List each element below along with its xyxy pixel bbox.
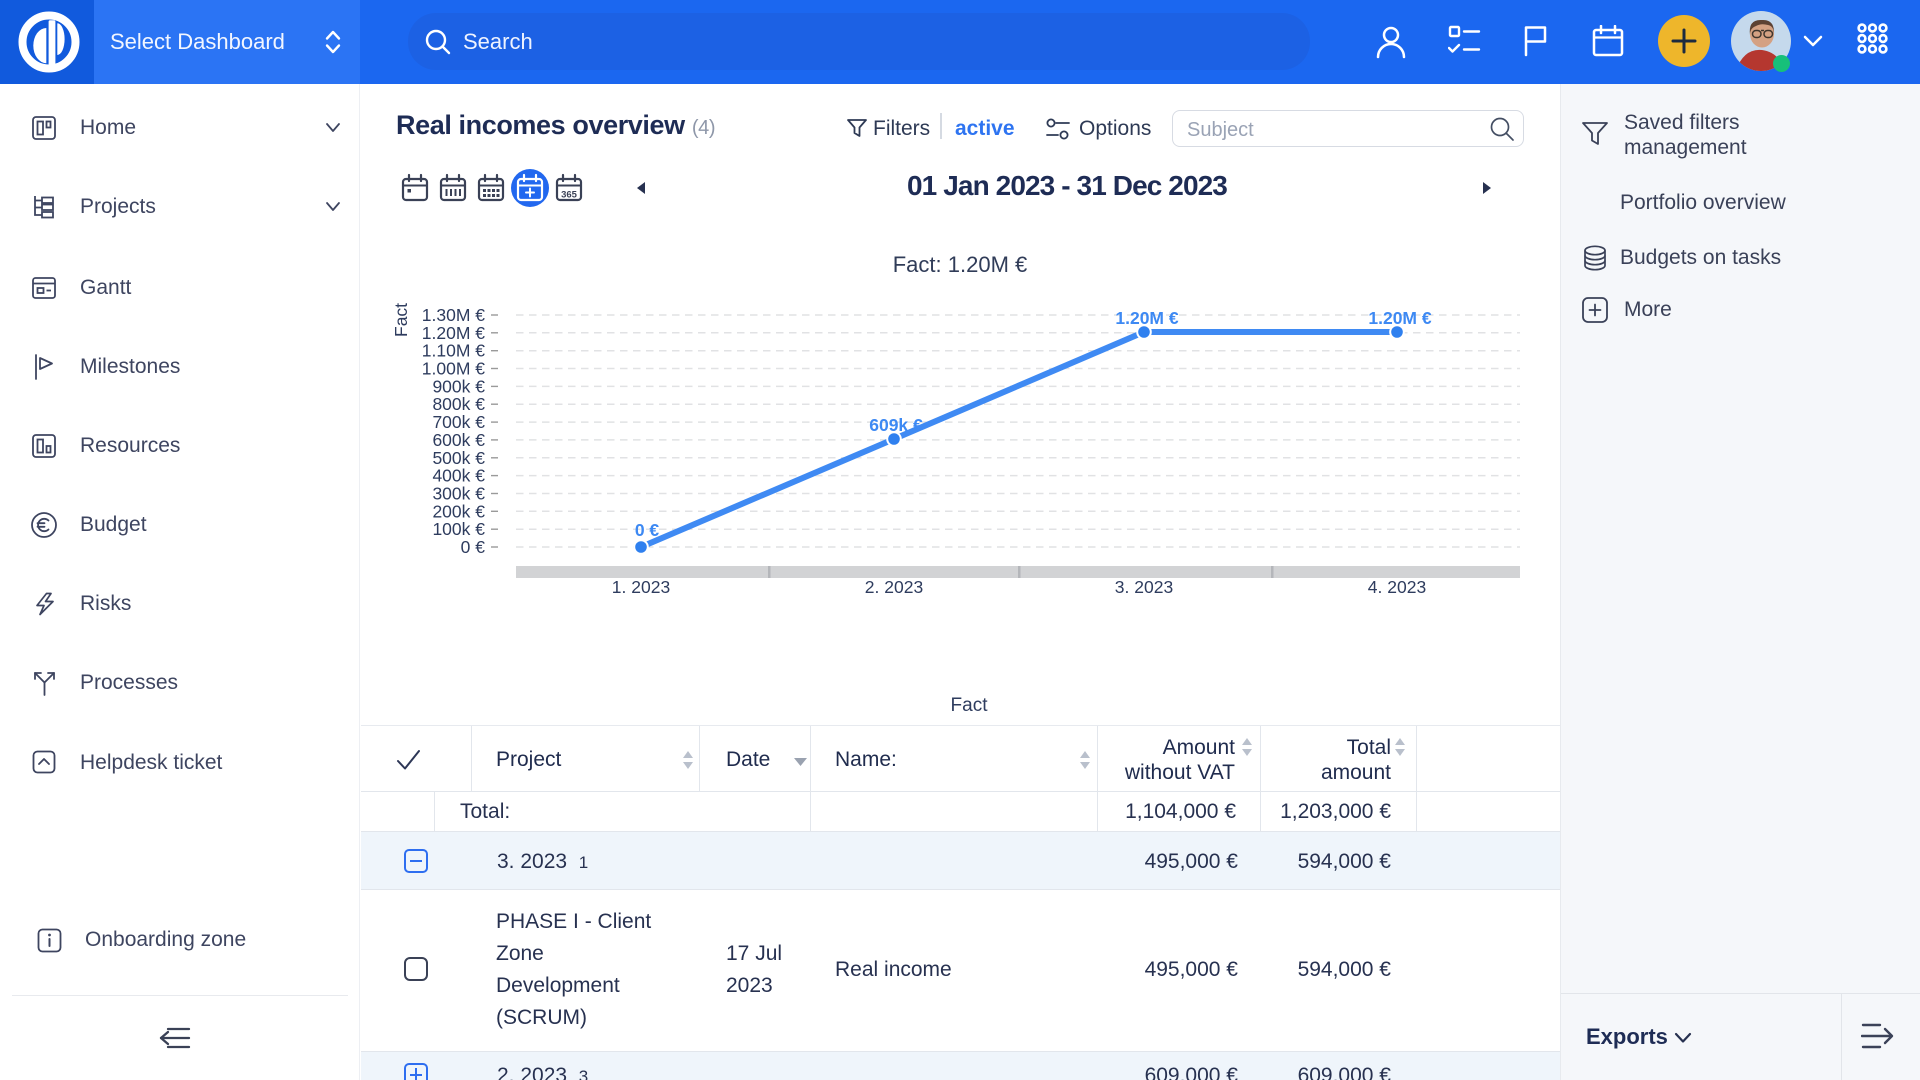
svg-text:200k €: 200k € xyxy=(432,501,485,521)
svg-text:600k €: 600k € xyxy=(432,430,485,450)
svg-text:1.10M €: 1.10M € xyxy=(422,341,485,361)
svg-text:900k €: 900k € xyxy=(432,376,485,396)
svg-text:609k €: 609k € xyxy=(869,415,923,435)
svg-text:300k €: 300k € xyxy=(432,484,485,504)
svg-text:1.20M €: 1.20M € xyxy=(1368,308,1431,328)
svg-text:1.20M €: 1.20M € xyxy=(1115,308,1178,328)
svg-text:1.30M €: 1.30M € xyxy=(422,305,485,325)
svg-text:700k €: 700k € xyxy=(432,412,485,432)
svg-text:500k €: 500k € xyxy=(432,448,485,468)
svg-text:4. 2023: 4. 2023 xyxy=(1368,577,1426,597)
svg-text:3. 2023: 3. 2023 xyxy=(1115,577,1173,597)
svg-text:400k €: 400k € xyxy=(432,466,485,486)
svg-text:0 €: 0 € xyxy=(635,520,660,540)
svg-text:1.20M €: 1.20M € xyxy=(422,323,485,343)
svg-text:1.00M €: 1.00M € xyxy=(422,359,485,379)
svg-text:100k €: 100k € xyxy=(432,519,485,539)
svg-text:2. 2023: 2. 2023 xyxy=(865,577,923,597)
svg-text:1. 2023: 1. 2023 xyxy=(612,577,670,597)
svg-text:Fact: Fact xyxy=(391,303,411,337)
svg-text:Fact: Fact xyxy=(951,695,989,716)
svg-text:0 €: 0 € xyxy=(461,537,486,557)
svg-text:365: 365 xyxy=(561,190,578,201)
svg-text:800k €: 800k € xyxy=(432,394,485,414)
